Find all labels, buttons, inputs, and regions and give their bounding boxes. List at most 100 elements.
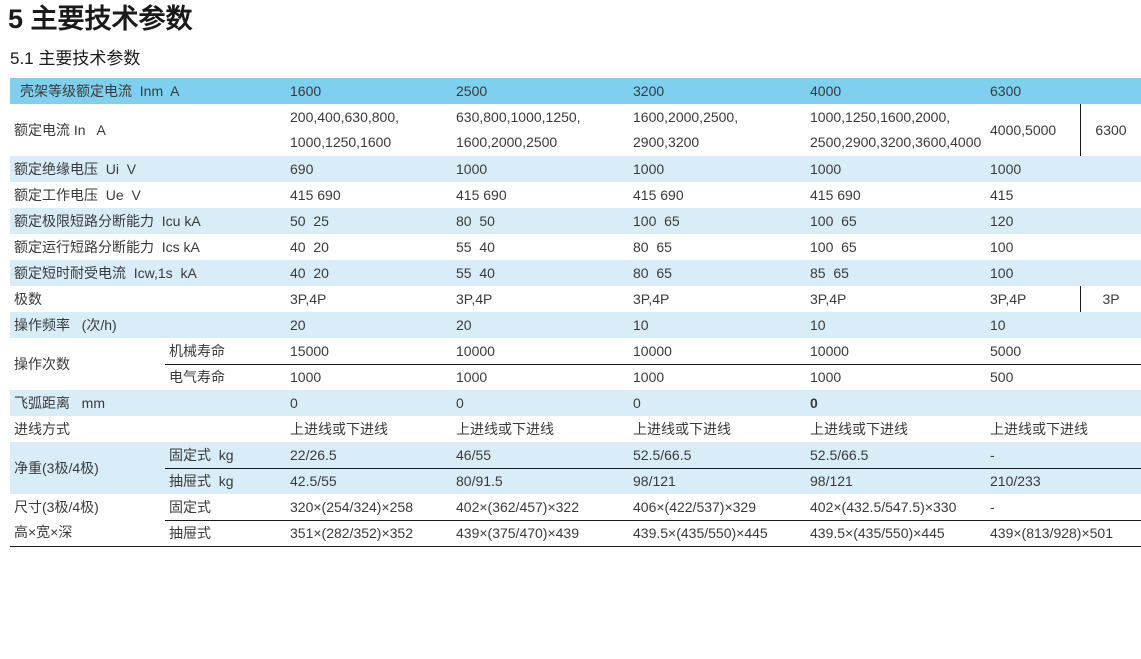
cell: 1000 <box>810 161 842 177</box>
table-row-working-voltage: 额定工作电压 Ue V 415 690 415 690 415 690 415 … <box>10 182 1141 208</box>
sub-label: 固定式 <box>169 498 211 515</box>
cell-line: 1600,2000,2500, <box>633 109 739 125</box>
cell: 1000 <box>633 161 665 177</box>
row-label: 操作频率 (次/h) <box>14 317 117 333</box>
group-label: 操作次数 <box>14 356 70 372</box>
cell: 406×(422/537)×329 <box>633 498 756 515</box>
cell: 上进线或下进线 <box>990 421 1088 437</box>
row-label: 额定电流 In A <box>14 122 106 138</box>
cell: 3P,4P <box>290 291 327 307</box>
cell: 439.5×(435/550)×445 <box>633 525 768 542</box>
cell: 1000 <box>290 369 322 386</box>
cell: 320×(254/324)×258 <box>290 498 413 515</box>
cell: 351×(282/352)×352 <box>290 525 413 542</box>
cell: 439.5×(435/550)×445 <box>810 525 945 542</box>
row-label: 额定短时耐受电流 Icw,1s kA <box>14 265 197 281</box>
cell: 上进线或下进线 <box>456 421 554 437</box>
cell: 1000 <box>456 161 488 177</box>
cell-line: 200,400,630,800, <box>290 109 399 125</box>
cell: 98/121 <box>810 473 853 490</box>
row-label: 进线方式 <box>14 421 70 437</box>
table-row-op-frequency: 操作频率 (次/h) 20 20 10 10 10 <box>10 312 1141 338</box>
cell: 42.5/55 <box>290 473 337 490</box>
cell-line: 1000,1250,1600 <box>290 134 392 150</box>
cell: 55 40 <box>456 239 495 255</box>
row-label: 额定绝缘电压 Ui V <box>14 161 137 177</box>
group-label: 净重(3极/4极) <box>14 460 99 476</box>
sub-row-drawout-dimensions: 抽屉式 351×(282/352)×352 439×(375/470)×439 … <box>165 519 1141 547</box>
cell: 98/121 <box>633 473 676 490</box>
sub-row-drawout-weight: 抽屉式 kg 42.5/55 80/91.5 98/121 98/121 210… <box>165 467 1141 495</box>
cell-split: 3P,4P 3P <box>987 286 1141 312</box>
page-title: 5 主要技术参数 <box>8 4 193 34</box>
cell-split: 4000,5000 6300 <box>987 104 1141 156</box>
cell: 690 <box>290 161 314 177</box>
cell: 402×(362/457)×322 <box>456 498 579 515</box>
sub-row-mechanical-life: 机械寿命 15000 10000 10000 10000 5000 <box>165 338 1141 364</box>
group-label: 尺寸(3极/4极) 高×宽×深 <box>10 494 165 546</box>
cell: 50 25 <box>290 213 329 229</box>
cell: 46/55 <box>456 446 492 463</box>
cell: 52.5/66.5 <box>633 446 692 463</box>
cell: 100 <box>990 239 1014 255</box>
cell: 415 <box>990 187 1014 203</box>
row-label: 飞弧距离 mm <box>14 395 105 411</box>
row-label: 壳架等级额定电流 Inm A <box>20 83 180 99</box>
cell: 10 <box>810 317 826 333</box>
cell-line: 1600,2000,2500 <box>456 134 558 150</box>
cell: 6300 <box>1080 104 1141 156</box>
cell-line: 630,800,1000,1250, <box>456 109 581 125</box>
cell: 1000,1250,1600,2000, 2500,2900,3200,3600… <box>807 104 987 156</box>
cell: 10 <box>633 317 649 333</box>
cell: 3P,4P <box>810 291 847 307</box>
cell: 20 <box>456 317 472 333</box>
cell: 22/26.5 <box>290 446 337 463</box>
row-label: 额定工作电压 Ue V <box>14 187 141 203</box>
group-label-line: 高×宽×深 <box>14 524 73 540</box>
table-row-poles: 极数 3P,4P 3P,4P 3P,4P 3P,4P 3P,4P 3P <box>10 286 1141 312</box>
cell: 80 50 <box>456 213 495 229</box>
cell: 上进线或下进线 <box>290 421 388 437</box>
cell: 1000 <box>990 161 1022 177</box>
table-row-rated-current: 额定电流 In A 200,400,630,800, 1000,1250,160… <box>10 104 1141 156</box>
cell: 6300 <box>990 83 1022 99</box>
cell: 80/91.5 <box>456 473 503 490</box>
cell: 402×(432.5/547.5)×330 <box>810 498 957 515</box>
cell: 1600 <box>290 83 322 99</box>
cell: 3P,4P <box>990 291 1027 307</box>
cell: 80 65 <box>633 265 672 281</box>
sub-label: 机械寿命 <box>169 342 225 359</box>
section-subtitle: 5.1 主要技术参数 <box>10 49 141 68</box>
sub-label: 抽屉式 <box>169 525 211 542</box>
row-label: 额定运行短路分断能力 Ics kA <box>14 239 200 255</box>
cell: 0 <box>633 395 641 411</box>
cell: 439×(375/470)×439 <box>456 525 579 542</box>
table-row-frame-current: 壳架等级额定电流 Inm A 1600 2500 3200 4000 6300 <box>10 78 1141 104</box>
cell: 上进线或下进线 <box>810 421 908 437</box>
table-row-group-weight: 净重(3极/4极) 固定式 kg 22/26.5 46/55 52.5/66.5… <box>10 442 1141 494</box>
cell: 100 65 <box>633 213 680 229</box>
cell: 40 20 <box>290 239 329 255</box>
cell: - <box>990 446 995 463</box>
cell: 10 <box>990 317 1006 333</box>
cell: 15000 <box>290 342 329 359</box>
table-row-ics: 额定运行短路分断能力 Ics kA 40 20 55 40 80 65 100 … <box>10 234 1141 260</box>
cell: 40 20 <box>290 265 329 281</box>
table-row-group-dimensions: 尺寸(3极/4极) 高×宽×深 固定式 320×(254/324)×258 40… <box>10 494 1141 546</box>
cell: 3200 <box>633 83 665 99</box>
table-row-icw: 额定短时耐受电流 Icw,1s kA 40 20 55 40 80 65 85 … <box>10 260 1141 286</box>
cell: 2500 <box>456 83 488 99</box>
cell: 3P,4P <box>633 291 670 307</box>
cell: 3P,4P <box>456 291 493 307</box>
cell: 0 <box>456 395 464 411</box>
cell: 415 690 <box>810 187 861 203</box>
sub-label: 电气寿命 <box>169 369 225 386</box>
cell: 200,400,630,800, 1000,1250,1600 <box>287 104 453 156</box>
spec-table: 壳架等级额定电流 Inm A 1600 2500 3200 4000 6300 … <box>10 78 1141 547</box>
cell: - <box>990 498 995 515</box>
group-label-line: 尺寸(3极/4极) <box>14 499 99 515</box>
cell: 100 <box>990 265 1014 281</box>
cell-line: 2900,3200 <box>633 134 700 150</box>
cell: 80 65 <box>633 239 672 255</box>
